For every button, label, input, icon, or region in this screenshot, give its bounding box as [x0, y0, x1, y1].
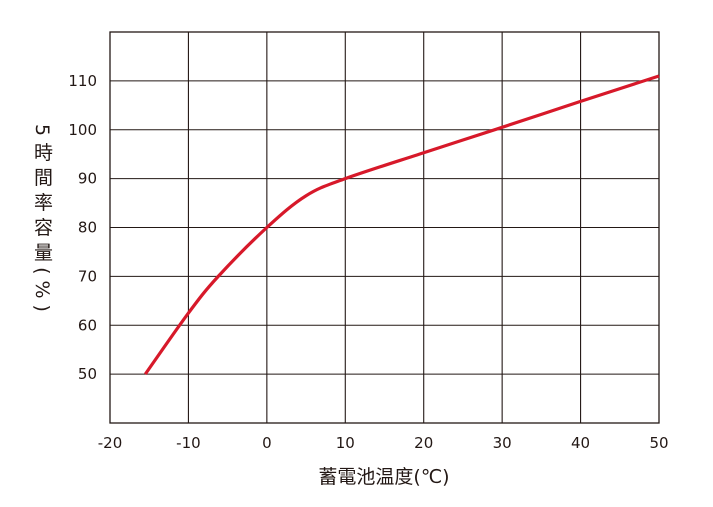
x-tick-label: -20 — [98, 434, 123, 452]
y-tick-labels: 50 60 70 80 90 100 110 — [68, 72, 97, 383]
x-tick-labels: -20 -10 0 10 20 30 40 50 — [98, 434, 669, 452]
y-tick-label: 60 — [78, 316, 97, 334]
y-tick-label: 110 — [68, 72, 97, 90]
x-tick-label: 40 — [571, 434, 590, 452]
x-tick-label: 50 — [649, 434, 668, 452]
x-tick-label: 0 — [262, 434, 272, 452]
x-axis-label: 蓄電池温度(℃) — [318, 466, 449, 488]
x-tick-label: 20 — [414, 434, 433, 452]
x-tick-label: 10 — [336, 434, 355, 452]
series-line — [143, 74, 660, 376]
y-tick-label: 70 — [78, 267, 97, 285]
y-tick-label: 90 — [78, 170, 97, 188]
x-tick-label: 30 — [493, 434, 512, 452]
grid — [109, 31, 660, 424]
y-tick-label: 80 — [78, 219, 97, 237]
y-tick-label: 50 — [78, 365, 97, 383]
y-axis-label: 5時間率容量(%) — [31, 124, 53, 318]
y-tick-label: 100 — [68, 121, 97, 139]
x-tick-label: -10 — [176, 434, 201, 452]
